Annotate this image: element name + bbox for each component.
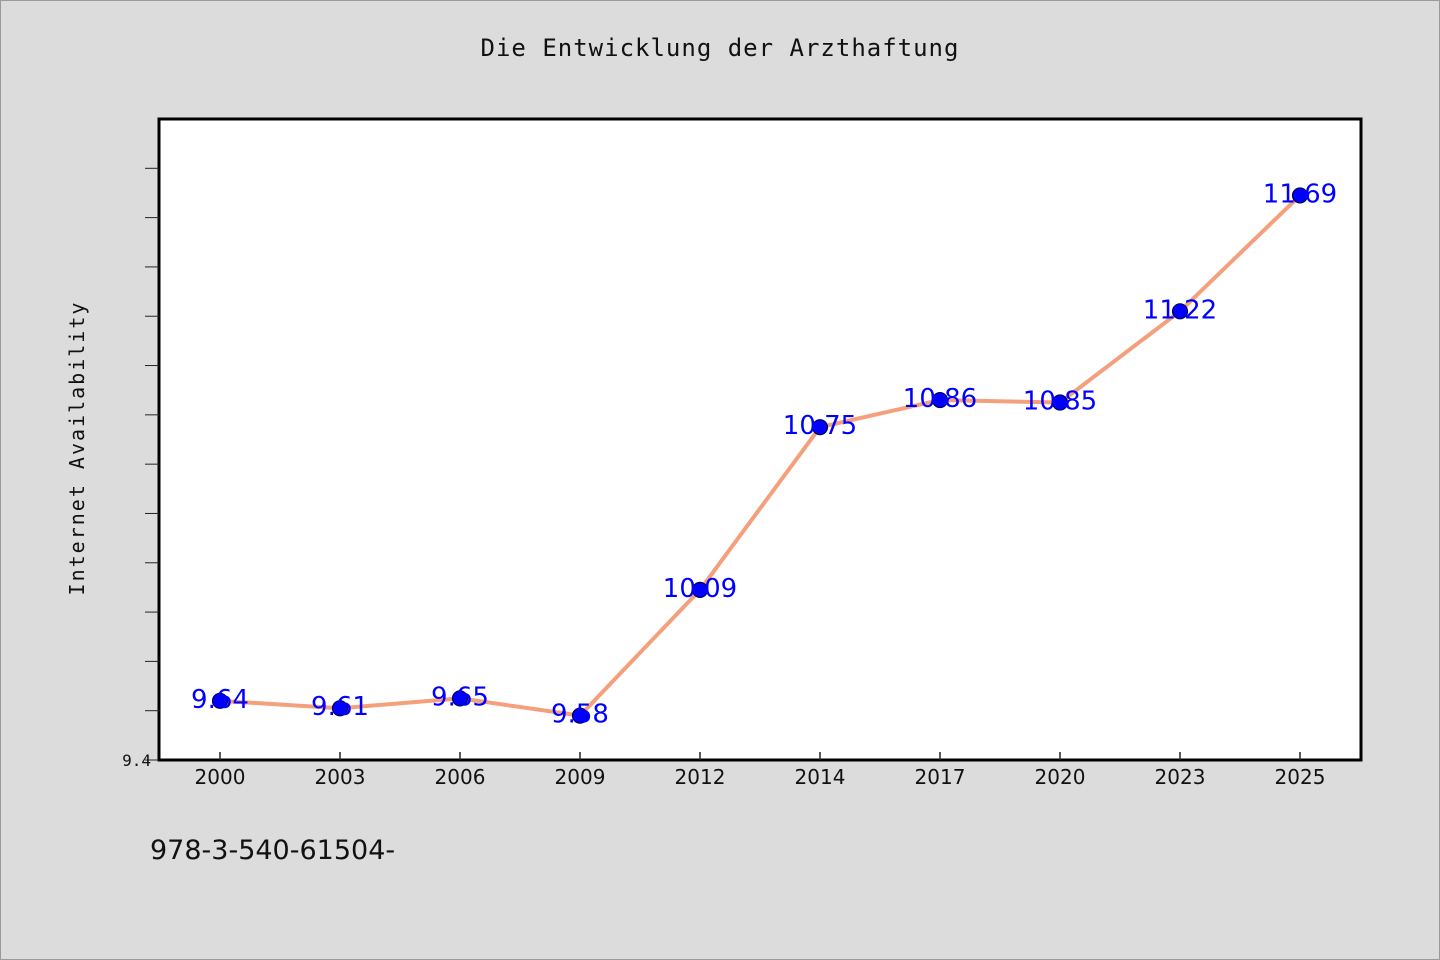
data-labels: 9.64 9.61 9.65 9.58 10.09 10.75 10.86 10.85 11.2… (191, 179, 1337, 729)
x-tick-label: 2023 (1155, 765, 1206, 789)
plot-area (157, 117, 1363, 762)
data-label: 10.85 (1023, 387, 1097, 417)
chart-title: Die Entwicklung der Arzthaftung (480, 34, 960, 62)
x-axis-ticks: 2000 2003 2006 2009 2012 2014 2017 2020 2023 2025 (195, 752, 1326, 789)
data-label: 9.64 (191, 685, 249, 715)
x-tick-label: 2006 (435, 765, 486, 789)
data-label: 9.58 (551, 700, 609, 730)
data-label: 9.65 (431, 682, 489, 712)
x-tick-label: 2020 (1035, 765, 1086, 789)
x-tick-label: 2003 (315, 765, 366, 789)
x-tick-label: 2000 (195, 765, 246, 789)
data-point (1171, 303, 1189, 320)
data-label: 10.75 (783, 411, 857, 441)
series-markers (211, 187, 1309, 724)
data-point (331, 700, 349, 717)
data-point (1051, 394, 1069, 411)
x-tick-label: 2017 (915, 765, 966, 789)
x-tick-label: 2025 (1275, 765, 1326, 789)
data-point (451, 690, 469, 707)
footer-isbn-text: 978-3-540-61504- (150, 835, 396, 866)
x-tick-label: 2009 (555, 765, 606, 789)
data-point (571, 707, 589, 724)
data-point (811, 419, 829, 436)
data-label: 10.86 (903, 384, 977, 414)
y-tick-label: 9.4 (122, 751, 151, 770)
x-tick-label: 2012 (675, 765, 726, 789)
data-point (931, 391, 949, 409)
data-point (691, 581, 709, 598)
data-point (211, 692, 229, 709)
data-label: 11.69 (1263, 179, 1337, 209)
data-label: 11.22 (1143, 295, 1217, 325)
data-label: 9.61 (311, 692, 369, 722)
series-line (219, 193, 1302, 718)
y-axis-ticks: 9.4 (122, 167, 159, 770)
data-point (1291, 187, 1309, 204)
data-label: 10.09 (663, 574, 737, 604)
x-tick-label: 2014 (795, 765, 846, 789)
